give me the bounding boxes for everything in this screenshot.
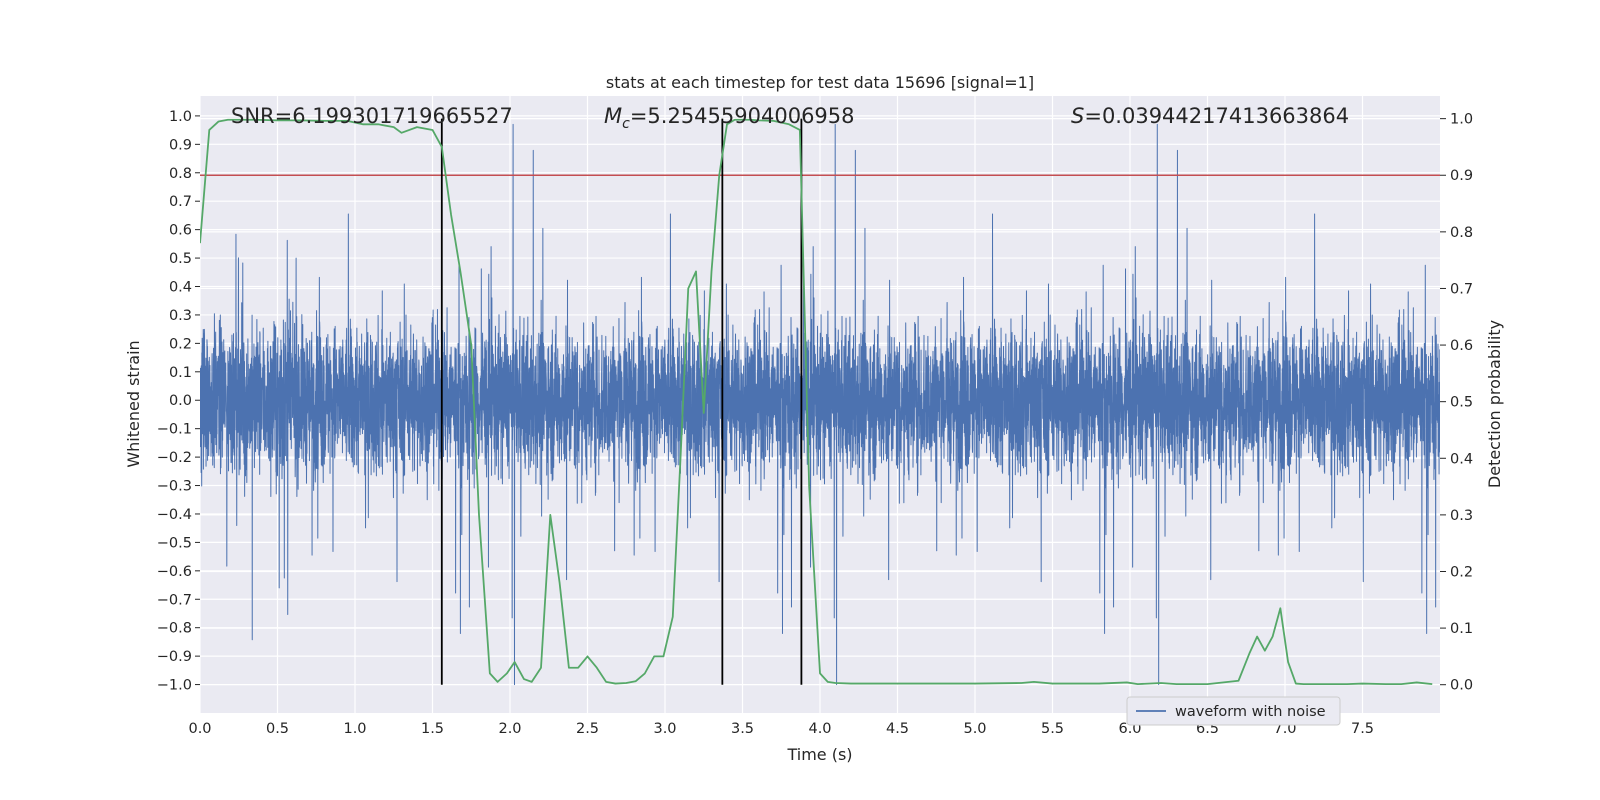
x-tick-label: 0.0 (188, 721, 211, 737)
x-axis: 0.0 0.5 1.0 1.5 2.0 2.5 3.0 3.5 4.0 4.5 5.0 5.5 6.0 6… (188, 721, 1374, 737)
y2-tick-label: 0.4 (1450, 451, 1473, 467)
x-tick-label: 1.5 (421, 721, 444, 737)
x-tick-label: 4.0 (808, 721, 831, 737)
x-axis-label: Time (s) (786, 745, 852, 764)
y2-tick-label: 1.0 (1450, 112, 1473, 128)
y-tick-label: 0.5 (169, 251, 192, 267)
s-symbol: S (1071, 104, 1084, 128)
y-tick-label: 1.0 (169, 109, 192, 125)
x-tick-label: 3.5 (731, 721, 754, 737)
x-tick-label: 2.5 (576, 721, 599, 737)
chirp-mass-value: =5.25455904006958 (630, 104, 855, 128)
y-tick-label: 0.2 (169, 336, 192, 352)
y-tick-label: −0.6 (157, 564, 192, 580)
waveform-series (200, 123, 1440, 686)
chirp-mass-annotation: Mc=5.25455904006958 (604, 104, 855, 132)
y-axis-label: Whitened strain (124, 340, 143, 467)
y-tick-label: 0.6 (169, 223, 192, 239)
y-tick-label: −0.2 (157, 450, 192, 466)
snr-annotation: SNR=6.199301719665527 (231, 104, 513, 128)
x-tick-label: 4.5 (886, 721, 909, 737)
y2-tick-label: 0.0 (1450, 678, 1473, 694)
y2-axis: 0.0 0.1 0.2 0.3 0.4 0.5 0.6 0.7 0.8 0.9 1.0 (1440, 112, 1473, 694)
x-tick-label: 0.5 (266, 721, 289, 737)
y-tick-label: −0.4 (157, 507, 192, 523)
x-tick-label: 3.0 (653, 721, 676, 737)
y-tick-label: 0.0 (169, 393, 192, 409)
x-tick-label: 5.5 (1041, 721, 1064, 737)
probability-series (200, 118, 1433, 686)
y-axis: −1.0 −0.9 −0.8 −0.7 −0.6 −0.5 −0.4 −0.3 −0.2 −0.1… (157, 109, 200, 694)
y-tick-label: 0.1 (169, 365, 192, 381)
y2-axis-label: Detection probability (1485, 320, 1504, 488)
y-tick-label: −0.1 (157, 422, 192, 438)
y-tick-label: −0.3 (157, 479, 192, 495)
y-tick-label: −0.9 (157, 649, 192, 665)
x-tick-label: 1.0 (343, 721, 366, 737)
chirp-mass-subscript: c (622, 116, 630, 132)
y-tick-label: 0.9 (169, 137, 192, 153)
y-tick-label: 0.4 (169, 280, 192, 296)
s-annotation: S=0.03944217413663864 (1071, 104, 1349, 128)
y-tick-label: −0.5 (157, 535, 192, 551)
y2-tick-label: 0.9 (1450, 168, 1473, 184)
y-tick-label: −0.7 (157, 592, 192, 608)
chirp-mass-symbol: M (604, 104, 622, 128)
s-value: =0.03944217413663864 (1084, 104, 1349, 128)
y2-tick-label: 0.7 (1450, 281, 1473, 297)
legend-box (1126, 696, 1341, 726)
y2-tick-label: 0.1 (1450, 621, 1473, 637)
y-tick-label: 0.7 (169, 194, 192, 210)
y2-tick-label: 0.6 (1450, 338, 1473, 354)
chart-title: stats at each timestep for test data 156… (606, 73, 1034, 92)
y-tick-label: −0.8 (157, 621, 192, 637)
legend-label: waveform with noise (1175, 704, 1326, 720)
x-tick-label: 2.0 (498, 721, 521, 737)
y2-tick-label: 0.3 (1450, 508, 1473, 524)
y-tick-label: 0.8 (169, 166, 192, 182)
legend: waveform with noise (1126, 696, 1341, 726)
y2-tick-label: 0.2 (1450, 564, 1473, 580)
y-tick-label: 0.3 (169, 308, 192, 324)
x-tick-label: 7.5 (1351, 721, 1374, 737)
y-tick-label: −1.0 (157, 678, 192, 694)
x-tick-label: 5.0 (963, 721, 986, 737)
y2-tick-label: 0.8 (1450, 225, 1473, 241)
y2-tick-label: 0.5 (1450, 395, 1473, 411)
